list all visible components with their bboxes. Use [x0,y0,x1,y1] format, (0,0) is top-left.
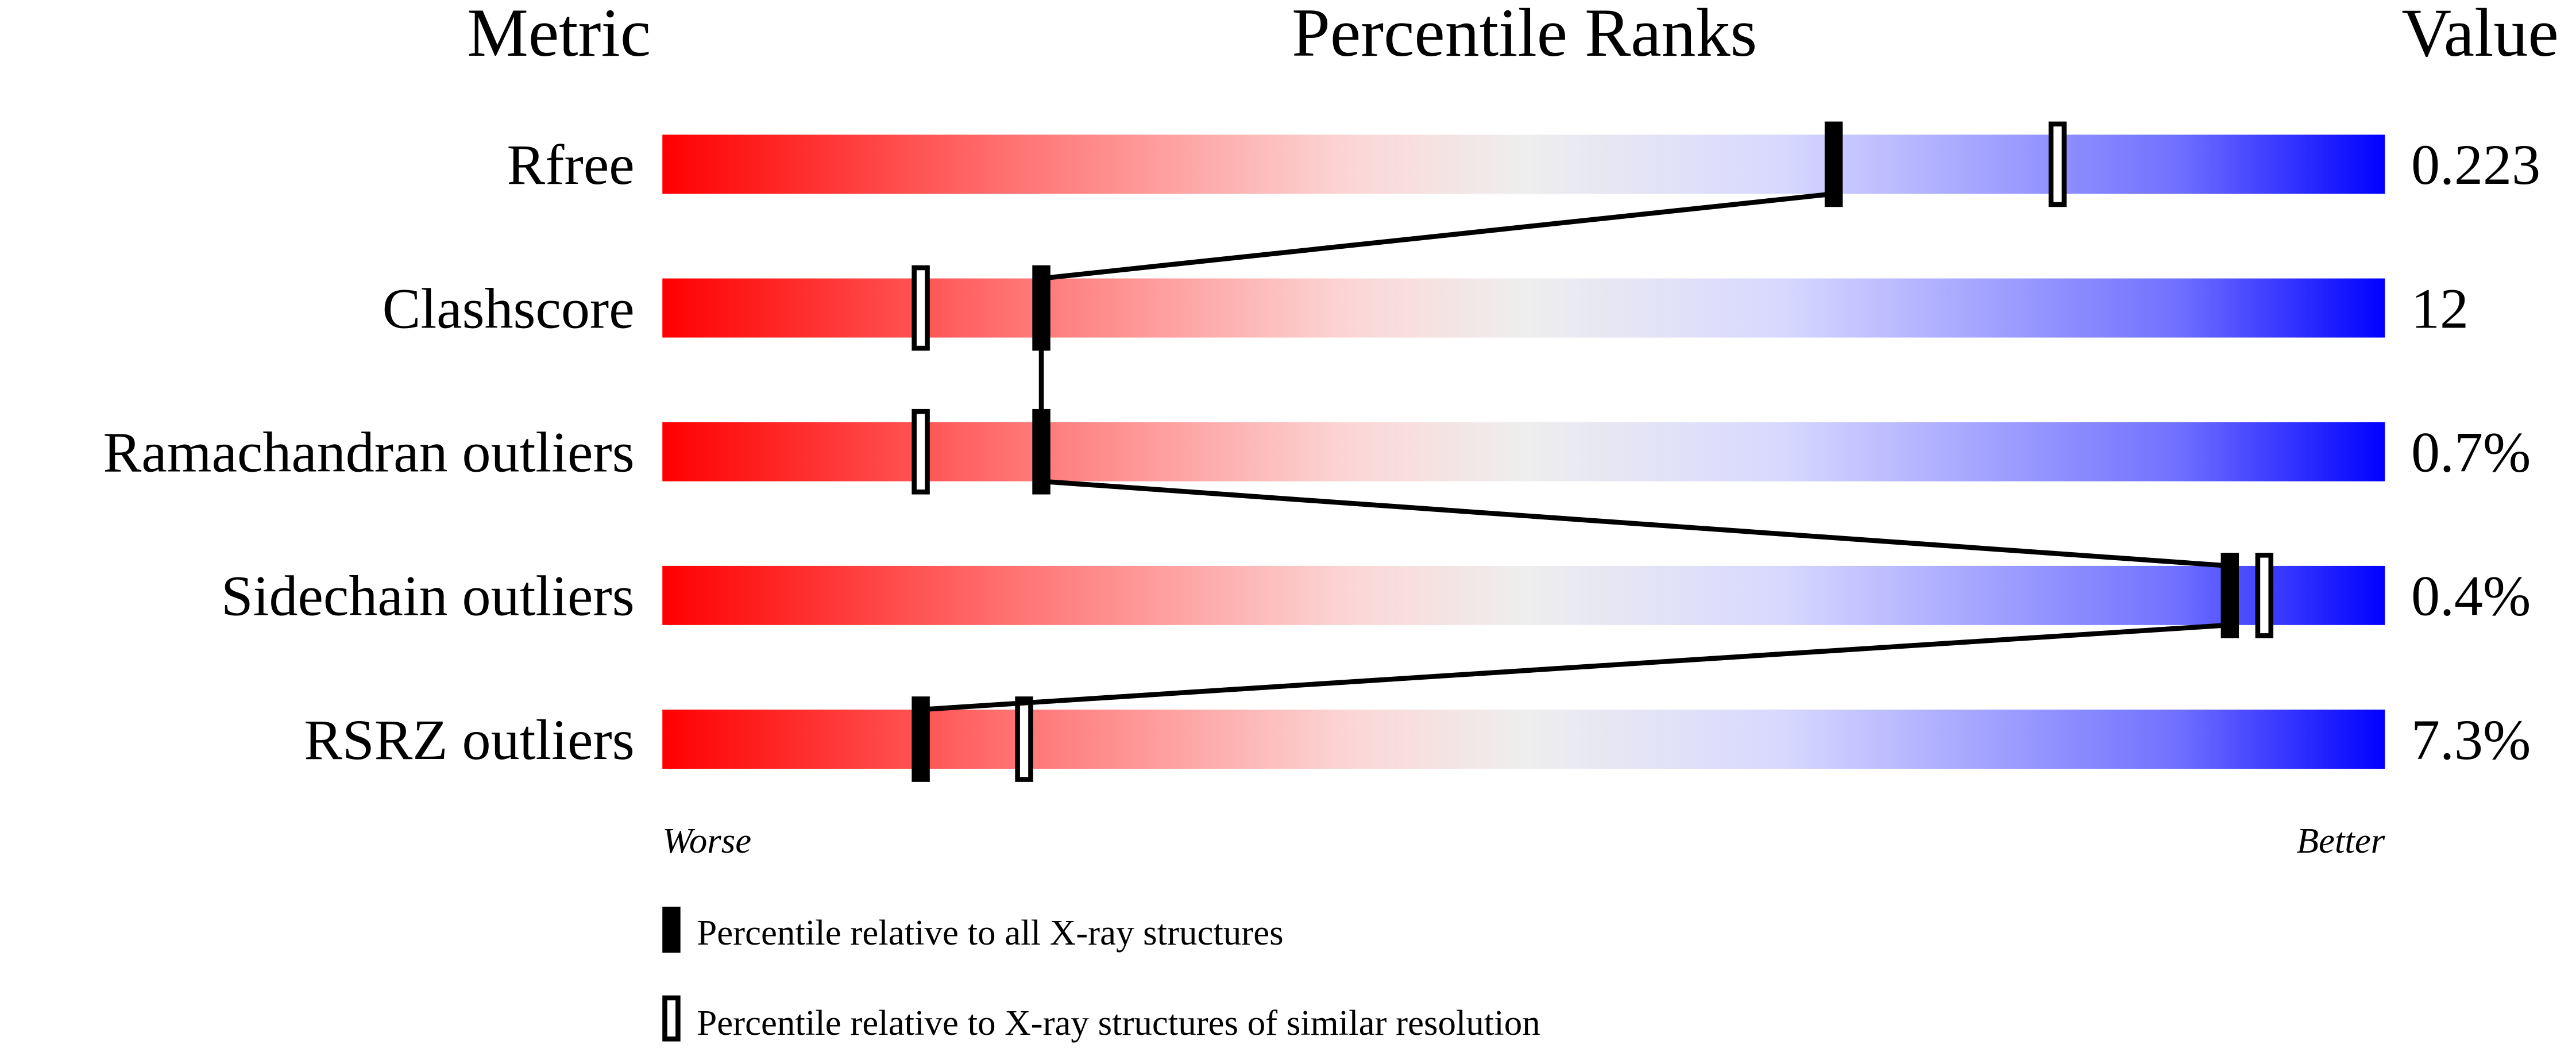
header-metric: Metric [467,0,651,71]
metric-label: Sidechain outliers [221,564,635,628]
metric-label: Clashscore [383,276,635,340]
percentile-bar [662,710,2385,769]
marker-similar-resolution [912,409,930,495]
legend-open-marker-icon [662,995,681,1042]
metric-label: Rfree [507,133,634,196]
connector-line [1041,479,2230,569]
legend-filled-marker-icon [662,907,681,953]
metric-label: Ramachandran outliers [103,421,635,484]
metric-label: RSRZ outliers [304,708,634,772]
row-rfree: Rfree 0.223 [507,121,2540,207]
metric-value: 0.7% [2411,421,2531,484]
row-ramachandran-outliers: Ramachandran outliers 0.7% [103,409,2531,495]
percentile-bar [662,565,2385,625]
row-rsrz-outliers: RSRZ outliers 7.3% [304,696,2531,782]
row-sidechain-outliers: Sidechain outliers 0.4% [221,553,2531,638]
marker-similar-resolution [912,265,930,351]
legend-label-all: Percentile relative to all X-ray structu… [697,912,1283,953]
axis-label-worse: Worse [662,820,751,861]
header-value: Value [2401,0,2558,71]
metric-value: 7.3% [2411,708,2531,772]
header-percentile-ranks: Percentile Ranks [1292,0,1757,71]
legend-label-similar: Percentile relative to X-ray structures … [697,1003,1540,1043]
percentile-bar [662,134,2385,194]
marker-similar-resolution [1015,696,1033,782]
connector-line [1041,191,1835,281]
marker-similar-resolution [2255,553,2274,638]
metric-value: 0.4% [2411,564,2531,628]
axis-label-better: Better [2297,820,2385,861]
percentile-bar [662,278,2385,338]
connector-line [920,622,2230,712]
percentile-bar [662,422,2385,481]
metric-value: 12 [2411,276,2469,340]
row-clashscore: Clashscore 12 [383,265,2469,351]
marker-similar-resolution [2048,121,2067,207]
metric-value: 0.223 [2411,133,2540,196]
